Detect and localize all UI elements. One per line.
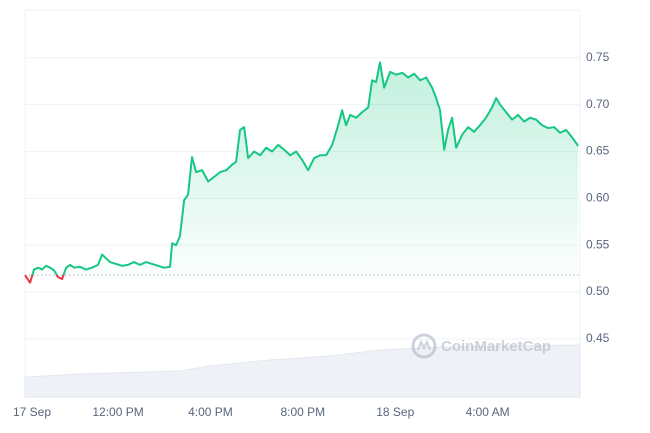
- x-tick-label: 4:00 PM: [188, 405, 233, 419]
- volume-area: [24, 344, 581, 398]
- y-tick-label: 0.70: [586, 97, 610, 111]
- y-tick-label: 0.55: [586, 237, 610, 251]
- price-line: [24, 61, 579, 284]
- y-tick-label: 0.45: [586, 331, 610, 345]
- watermark-logo: [411, 333, 437, 359]
- x-tick-label: 18 Sep: [376, 405, 414, 419]
- x-tick-label: 17 Sep: [13, 405, 51, 419]
- watermark: CoinMarketCap: [411, 333, 551, 359]
- y-tick-label: 0.75: [586, 50, 610, 64]
- y-tick-label: 0.50: [586, 284, 610, 298]
- plot: [24, 61, 580, 284]
- y-tick-label: 0.65: [586, 144, 610, 158]
- x-tick-label: 8:00 PM: [280, 405, 325, 419]
- y-tick-label: 0.60: [586, 191, 610, 205]
- watermark-logo-mark: [417, 339, 431, 351]
- watermark-text: CoinMarketCap: [441, 338, 551, 355]
- x-tick-label: 12:00 PM: [92, 405, 143, 419]
- x-tick-label: 4:00 AM: [466, 405, 510, 419]
